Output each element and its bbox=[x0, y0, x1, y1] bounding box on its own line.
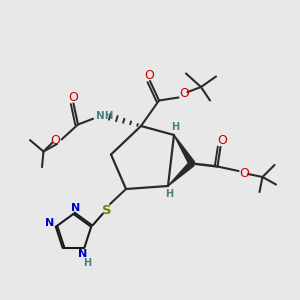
Text: S: S bbox=[102, 203, 111, 217]
Text: N: N bbox=[45, 218, 54, 228]
Polygon shape bbox=[168, 161, 194, 186]
Text: O: O bbox=[239, 167, 249, 180]
Text: O: O bbox=[179, 87, 189, 101]
Text: O: O bbox=[217, 134, 227, 148]
Text: O: O bbox=[68, 91, 78, 104]
Text: O: O bbox=[145, 69, 154, 82]
Polygon shape bbox=[174, 135, 194, 165]
Text: H: H bbox=[83, 257, 92, 268]
Text: N: N bbox=[78, 249, 88, 259]
Text: H: H bbox=[165, 189, 174, 200]
Text: H: H bbox=[171, 122, 180, 132]
Text: N: N bbox=[71, 203, 80, 213]
Text: O: O bbox=[50, 134, 60, 148]
Text: NH: NH bbox=[96, 111, 113, 122]
